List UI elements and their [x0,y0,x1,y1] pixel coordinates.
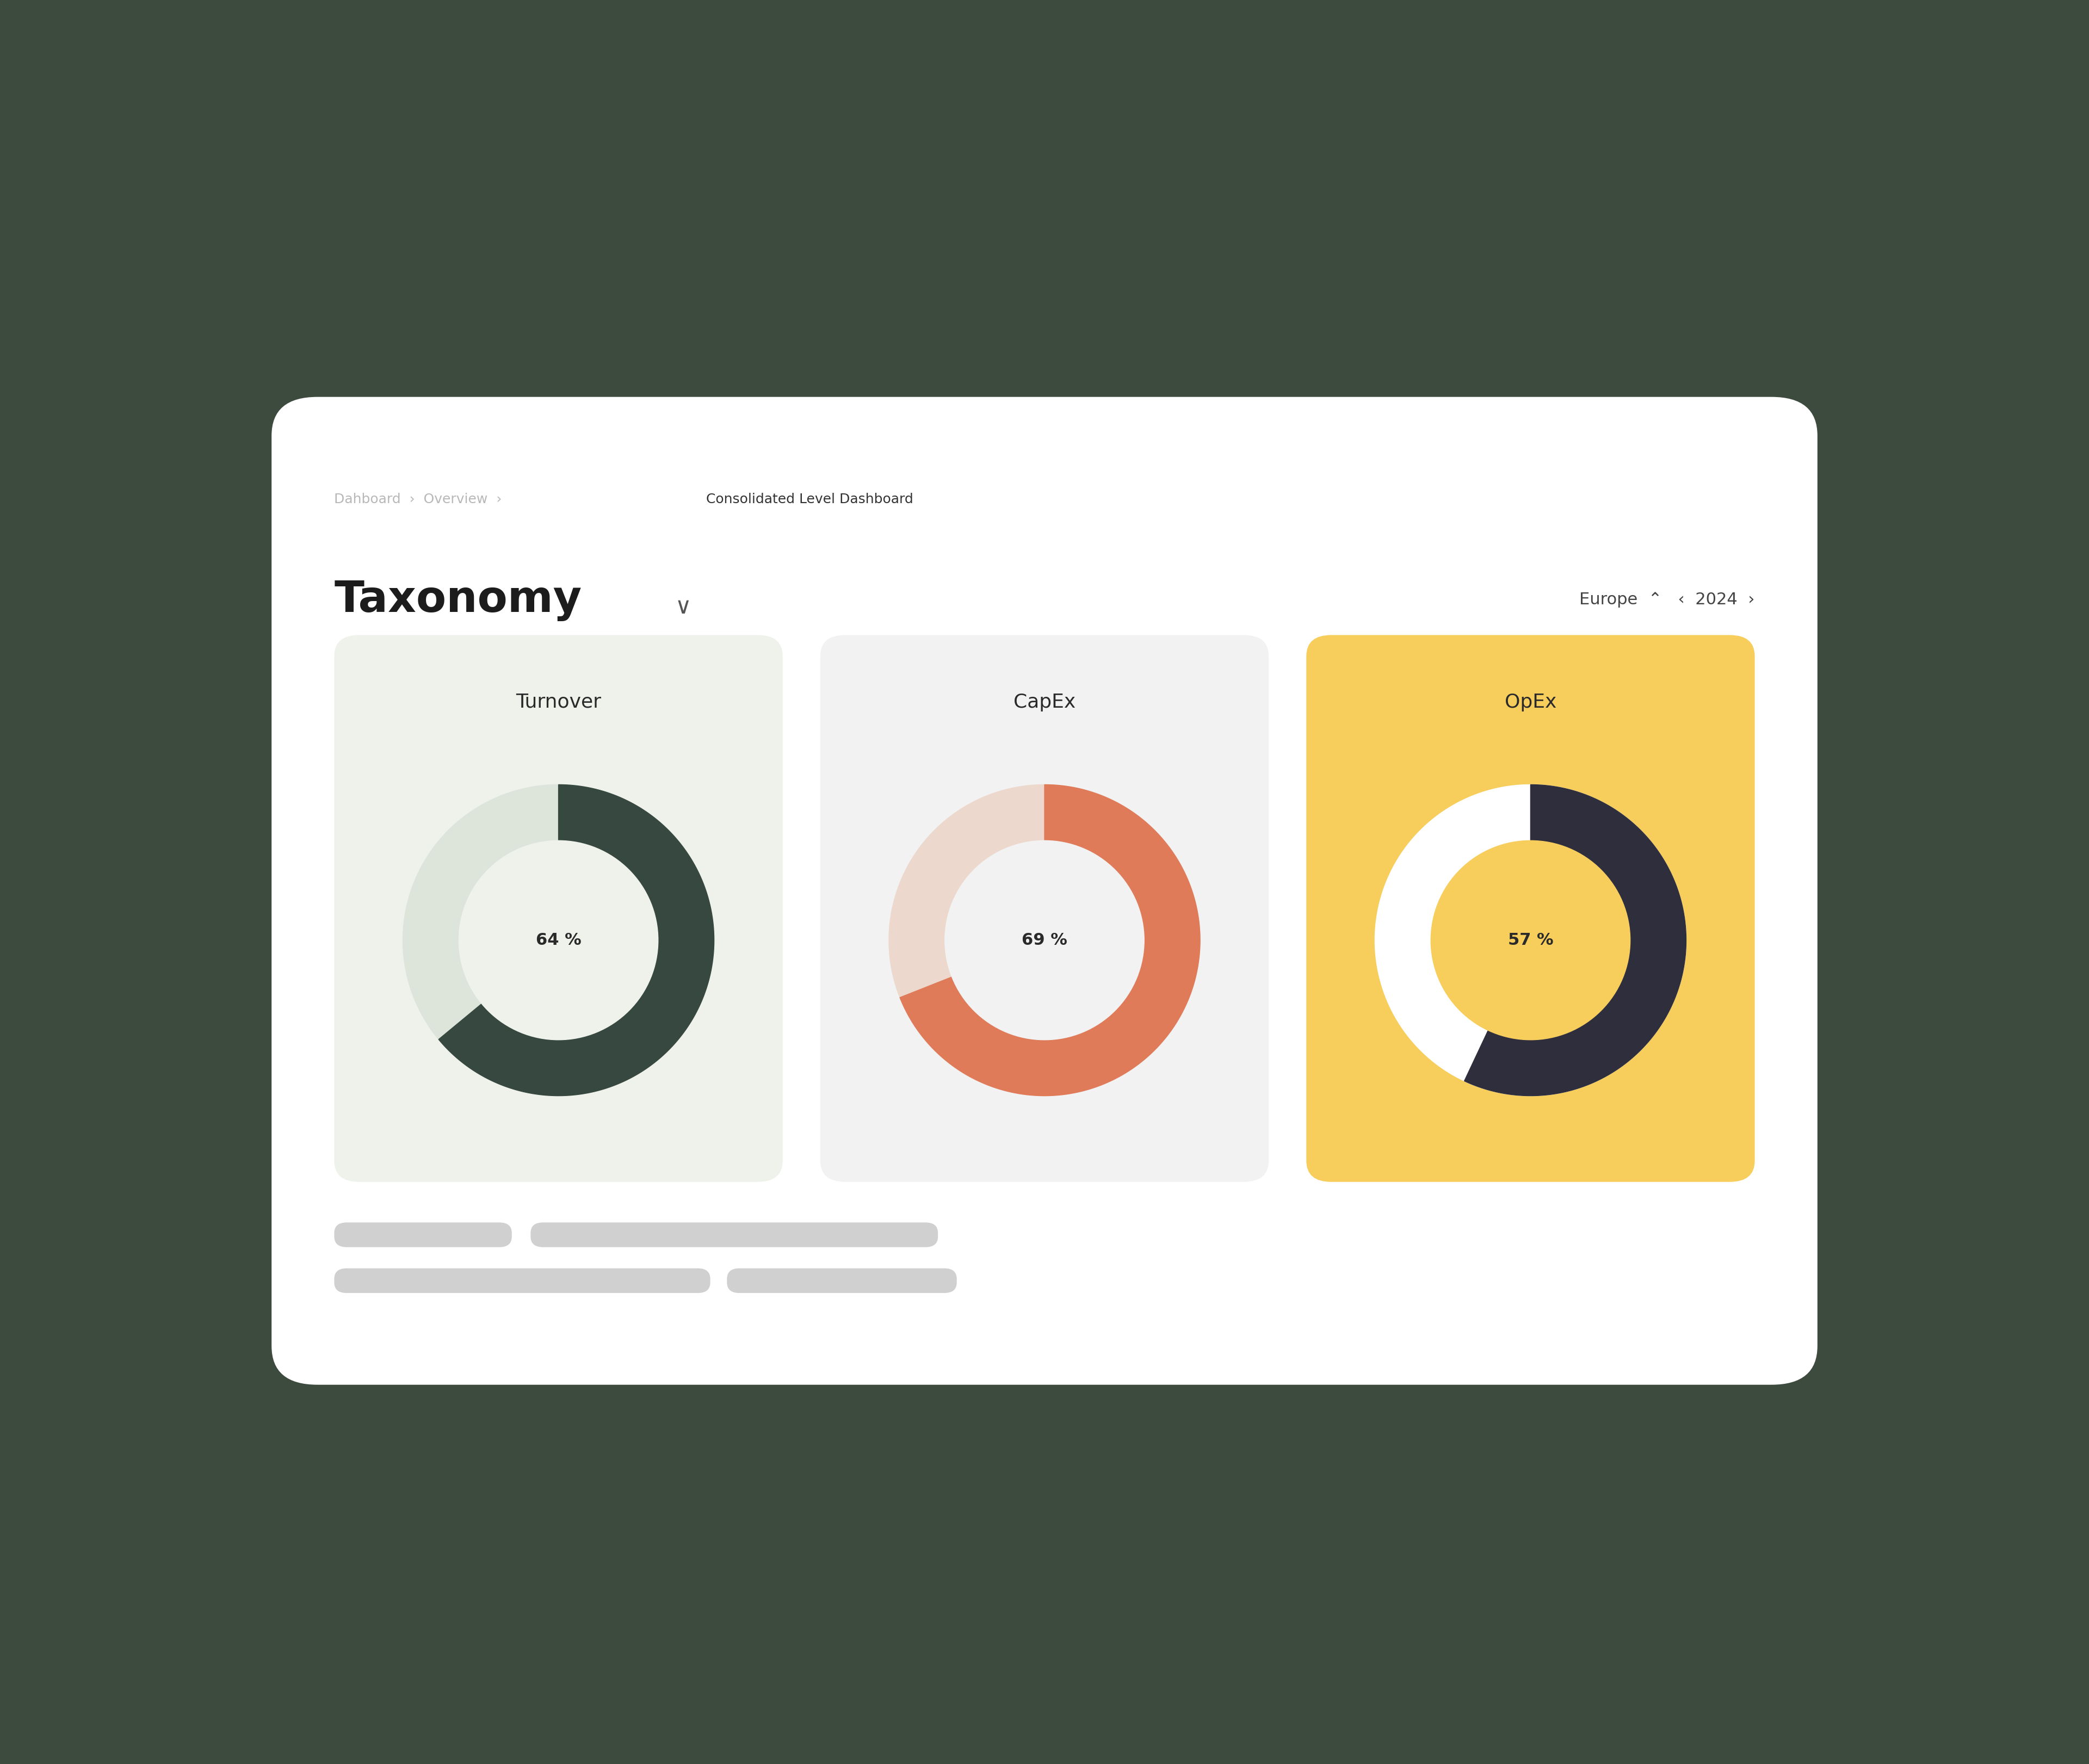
FancyBboxPatch shape [531,1222,938,1247]
Polygon shape [439,785,714,1095]
Text: ∨: ∨ [675,596,691,617]
FancyBboxPatch shape [272,397,1817,1385]
Text: Dahboard  ›  Overview  ›: Dahboard › Overview › [334,492,510,506]
Text: Europe  ⌃   ‹  2024  ›: Europe ⌃ ‹ 2024 › [1579,593,1755,607]
Text: CapEx: CapEx [1013,693,1076,711]
FancyBboxPatch shape [334,635,783,1182]
Text: 57 %: 57 % [1508,933,1554,947]
Polygon shape [900,785,1199,1095]
Circle shape [944,840,1145,1041]
Polygon shape [403,785,714,1095]
Text: 64 %: 64 % [535,933,581,947]
Text: OpEx: OpEx [1504,693,1556,711]
FancyBboxPatch shape [727,1268,957,1293]
Circle shape [457,840,658,1041]
FancyBboxPatch shape [334,1268,710,1293]
Circle shape [1431,840,1632,1041]
Text: Turnover: Turnover [516,693,602,711]
Text: 69 %: 69 % [1022,933,1067,947]
FancyBboxPatch shape [821,635,1268,1182]
Polygon shape [1375,785,1686,1095]
Polygon shape [890,785,1199,1095]
Polygon shape [1464,785,1686,1095]
FancyBboxPatch shape [1306,635,1755,1182]
Text: Taxonomy: Taxonomy [334,579,583,621]
FancyBboxPatch shape [334,1222,512,1247]
Text: Consolidated Level Dashboard: Consolidated Level Dashboard [706,492,913,506]
